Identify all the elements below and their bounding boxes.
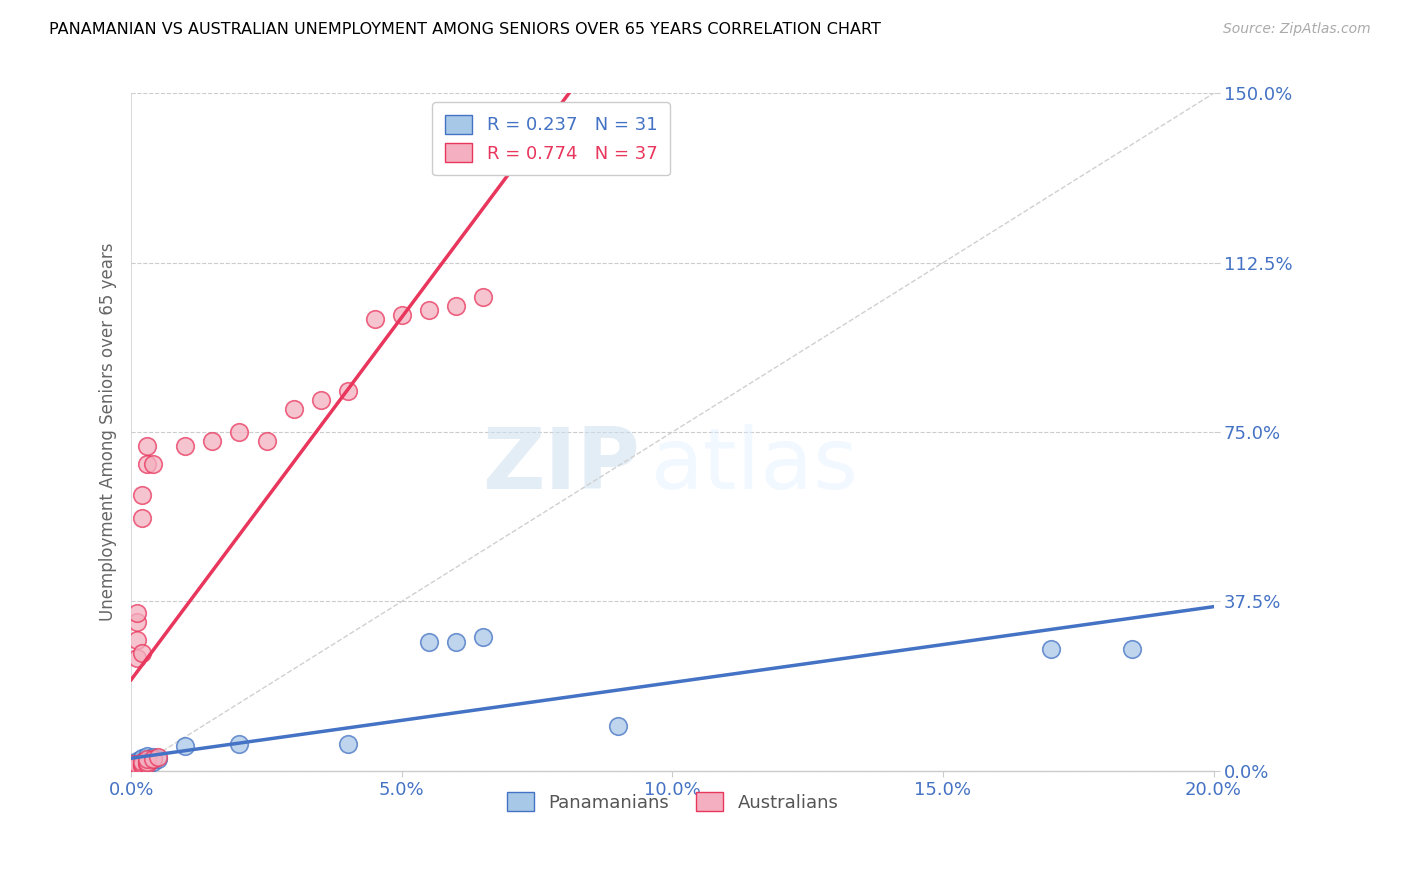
Point [142, 752, 165, 766]
Point [607, 718, 630, 732]
Point [120, 761, 142, 775]
Point [131, 756, 153, 771]
Point [125, 606, 148, 620]
Point [136, 457, 159, 471]
Point [131, 759, 153, 773]
Point [131, 488, 153, 502]
Point [142, 755, 165, 769]
Point [125, 615, 148, 629]
Point [136, 752, 159, 766]
Point [472, 631, 495, 645]
Point [136, 751, 159, 765]
Point [131, 755, 153, 769]
Point [309, 393, 332, 408]
Point [131, 751, 153, 765]
Point [131, 646, 153, 660]
Point [125, 754, 148, 768]
Y-axis label: Unemployment Among Seniors over 65 years: Unemployment Among Seniors over 65 years [100, 243, 117, 621]
Point [136, 756, 159, 771]
Point [125, 755, 148, 769]
Point [228, 737, 250, 751]
Point [148, 750, 170, 764]
Text: atlas: atlas [651, 425, 859, 508]
Point [136, 754, 159, 768]
Point [283, 402, 305, 417]
Point [418, 303, 440, 318]
Point [472, 289, 495, 303]
Point [418, 635, 440, 649]
Point [136, 755, 159, 769]
Point [125, 759, 148, 773]
Point [131, 752, 153, 766]
Point [444, 635, 467, 649]
Point [125, 759, 148, 773]
Point [148, 752, 170, 766]
Point [136, 749, 159, 764]
Point [125, 756, 148, 771]
Point [125, 650, 148, 665]
Point [201, 434, 224, 448]
Point [336, 737, 359, 751]
Point [125, 758, 148, 772]
Point [131, 756, 153, 771]
Point [444, 299, 467, 313]
Point [136, 756, 159, 770]
Text: ZIP: ZIP [482, 425, 640, 508]
Point [174, 439, 197, 453]
Point [364, 312, 387, 326]
Point [125, 761, 148, 775]
Point [136, 756, 159, 771]
Point [131, 759, 153, 773]
Point [1121, 641, 1143, 656]
Point [131, 511, 153, 525]
Point [125, 760, 148, 774]
Legend: Panamanians, Australians: Panamanians, Australians [496, 781, 849, 822]
Point [142, 750, 165, 764]
Point [142, 752, 165, 766]
Point [256, 434, 278, 448]
Point [1040, 641, 1063, 656]
Point [120, 759, 142, 773]
Text: PANAMANIAN VS AUSTRALIAN UNEMPLOYMENT AMONG SENIORS OVER 65 YEARS CORRELATION CH: PANAMANIAN VS AUSTRALIAN UNEMPLOYMENT AM… [49, 22, 882, 37]
Point [228, 425, 250, 439]
Point [174, 739, 197, 753]
Point [120, 760, 142, 774]
Point [125, 756, 148, 771]
Point [336, 384, 359, 399]
Point [120, 761, 142, 775]
Text: Source: ZipAtlas.com: Source: ZipAtlas.com [1223, 22, 1371, 37]
Point [142, 457, 165, 471]
Point [391, 308, 413, 322]
Point [131, 755, 153, 769]
Point [120, 756, 142, 771]
Point [136, 439, 159, 453]
Point [125, 756, 148, 770]
Point [125, 632, 148, 647]
